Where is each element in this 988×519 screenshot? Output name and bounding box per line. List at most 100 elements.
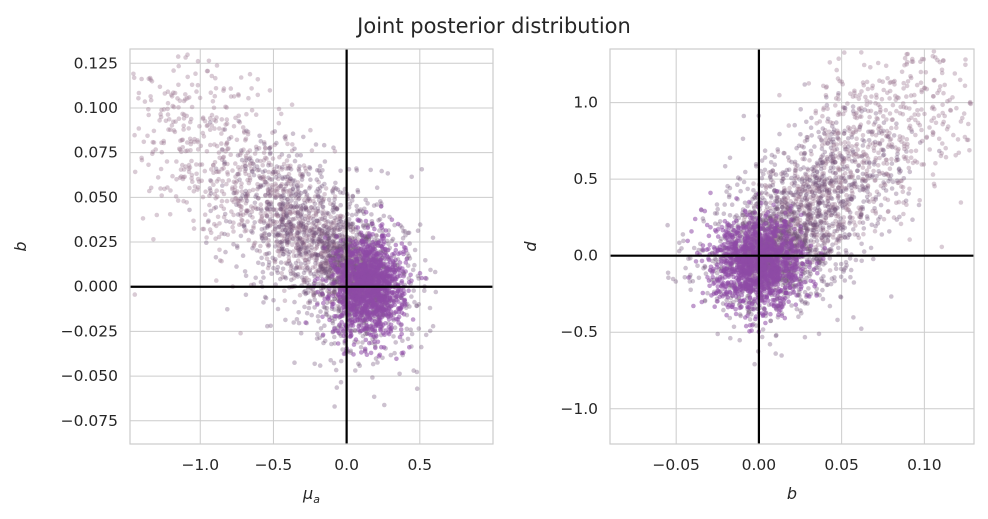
left-scatter-point <box>378 291 383 297</box>
left-scatter-point <box>278 201 284 207</box>
left-scatter-point <box>239 157 245 163</box>
left-scatter-point <box>394 356 399 362</box>
left-scatter-point <box>311 292 317 298</box>
left-scatter-point <box>322 215 328 221</box>
left-scatter-point <box>409 174 415 180</box>
left-scatter-point <box>269 182 275 188</box>
left-scatter-point <box>320 208 326 214</box>
left-scatter-point <box>347 258 352 264</box>
left-scatter-point <box>265 223 270 229</box>
left-scatter-point <box>277 201 282 207</box>
left-scatter-point <box>399 331 405 337</box>
left-scatter-point <box>186 162 192 168</box>
left-scatter-point <box>309 238 315 243</box>
left-scatter-point <box>350 229 356 235</box>
left-scatter-point <box>184 200 189 205</box>
left-scatter-point <box>195 147 201 152</box>
left-scatter-point <box>368 350 374 356</box>
left-scatter-point <box>294 234 300 239</box>
left-scatter-point <box>376 240 381 246</box>
left-scatter-point <box>322 338 328 344</box>
left-x-tick-label-3: 0.5 <box>407 456 432 474</box>
left-scatter-point <box>191 218 196 224</box>
left-scatter-point <box>261 275 266 280</box>
left-scatter-point <box>268 209 273 215</box>
left-scatter-point <box>306 243 312 248</box>
left-scatter-point <box>294 264 300 270</box>
left-scatter-point <box>132 169 138 175</box>
left-scatter-point <box>300 203 306 208</box>
left-scatter-point <box>332 197 337 202</box>
left-scatter-point <box>325 265 331 270</box>
left-scatter-point <box>258 219 264 225</box>
left-scatter-point <box>308 225 314 231</box>
left-scatter-point <box>296 245 302 251</box>
left-scatter-point <box>243 200 249 206</box>
left-scatter-point <box>321 300 326 306</box>
left-scatter-point <box>304 257 310 263</box>
left-scatter-point <box>317 363 323 368</box>
left-scatter-point <box>314 177 320 182</box>
left-scatter-point <box>356 324 362 329</box>
left-scatter-point <box>398 287 404 293</box>
left-scatter-point <box>306 300 311 306</box>
left-scatter-point <box>250 245 255 251</box>
left-scatter-point <box>291 182 297 188</box>
right-scatter-point <box>820 113 825 119</box>
right-scatter-point <box>904 137 910 142</box>
left-scatter-point <box>247 212 253 218</box>
left-scatter-point <box>200 115 206 120</box>
left-scatter-point <box>393 340 399 345</box>
left-scatter-point <box>263 210 268 216</box>
left-scatter-point <box>355 317 361 322</box>
left-scatter-point <box>165 89 171 94</box>
left-scatter-point <box>247 175 253 181</box>
left-scatter-point <box>284 177 290 182</box>
left-scatter-point <box>313 213 319 218</box>
left-scatter-point <box>265 190 271 196</box>
right-scatter-point <box>917 198 922 203</box>
left-scatter-point <box>279 206 285 212</box>
left-scatter-point <box>238 211 243 216</box>
left-scatter-point <box>171 128 177 133</box>
left-scatter-point <box>304 206 309 212</box>
right-scatter-point <box>848 170 853 176</box>
left-scatter-point <box>185 52 190 57</box>
left-scatter-point <box>314 230 319 235</box>
left-scatter-point <box>303 290 309 296</box>
right-scatter-point <box>860 165 866 170</box>
left-scatter-point <box>350 194 356 199</box>
left-scatter-point <box>207 186 213 191</box>
left-scatter-point <box>213 205 219 210</box>
left-scatter-point <box>264 156 269 161</box>
left-scatter-point <box>378 298 384 304</box>
left-scatter-point <box>272 227 278 232</box>
left-scatter-point <box>290 186 296 192</box>
left-scatter-point <box>323 263 329 269</box>
left-scatter-point <box>287 236 293 242</box>
left-scatter-point <box>296 265 301 270</box>
left-scatter-point <box>180 137 185 143</box>
left-scatter-point <box>317 240 322 245</box>
left-scatter-point <box>230 224 235 230</box>
left-scatter-point <box>246 237 251 243</box>
left-scatter-point <box>275 193 281 198</box>
left-scatter-point <box>334 385 340 390</box>
left-scatter-point <box>157 84 163 90</box>
left-scatter-point <box>186 169 192 175</box>
left-scatter-point <box>158 186 163 191</box>
left-scatter-point <box>168 127 173 132</box>
left-scatter-point <box>390 263 396 268</box>
left-scatter-point <box>328 225 334 230</box>
right-scatter-point <box>940 141 945 146</box>
left-scatter-point <box>146 107 151 112</box>
left-scatter-point <box>151 140 157 145</box>
left-scatter-point <box>323 255 328 260</box>
left-scatter-point <box>348 227 354 233</box>
left-scatter-point <box>291 276 297 281</box>
left-scatter-point <box>298 183 304 188</box>
left-y-tick-label-8: 0.125 <box>74 54 118 72</box>
right-scatter-point <box>941 58 946 63</box>
left-scatter-point <box>190 179 195 184</box>
right-scatter-point <box>957 77 963 83</box>
